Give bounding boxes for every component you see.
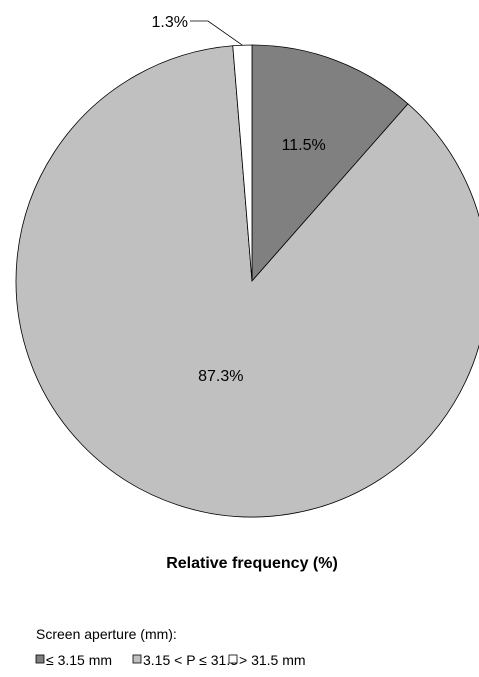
pie-slice-1 [251, 44, 409, 283]
legend-swatch-3 [228, 654, 238, 664]
data-label-1: 11.5% [282, 137, 326, 154]
leader-line [190, 20, 243, 46]
legend-title: Screen aperture (mm): [36, 626, 177, 642]
data-label-2: 87.3% [198, 368, 243, 385]
pie-data-labels: 11.5% 87.3% 1.3% [152, 14, 326, 385]
legend-label-1: ≤ 3.15 mm [46, 652, 112, 668]
chart-title: Relative frequency (%) [166, 555, 338, 572]
legend-label-3: > 31.5 mm [239, 652, 306, 668]
pie-slice-3 [232, 44, 253, 282]
pie-slices [15, 44, 479, 518]
legend: ≤ 3.15 mm 3.15 < P ≤ 31.5 > 31.5 mm [35, 652, 306, 668]
legend-label-2: 3.15 < P ≤ 31.5 [143, 652, 238, 668]
legend-swatch-1 [35, 654, 45, 664]
pie-slice-2 [15, 45, 479, 518]
legend-swatch-2 [132, 654, 142, 664]
data-label-3: 1.3% [152, 14, 188, 31]
